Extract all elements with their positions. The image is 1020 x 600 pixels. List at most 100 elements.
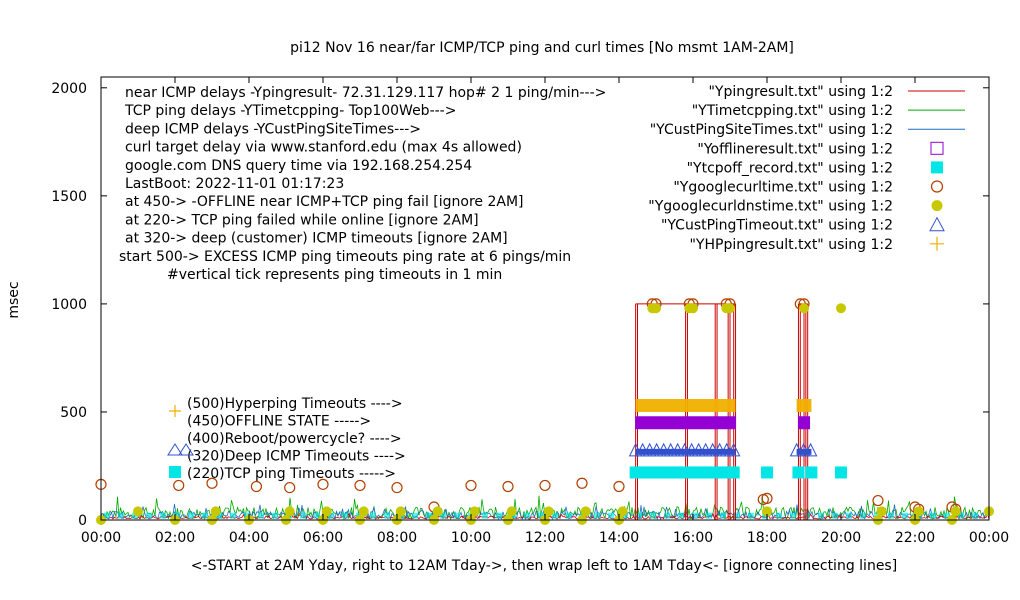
baseline-marker: [846, 512, 852, 519]
legend-label: "YHPpingresult.txt" using 1:2: [689, 237, 893, 253]
curl-time-point: [465, 479, 477, 492]
x-tick-label: 20:00: [821, 530, 861, 546]
curl-time-point: [391, 481, 403, 494]
baseline-marker: [608, 512, 614, 519]
info-line: at 450-> -OFFLINE near ICMP+TCP ping fai…: [125, 194, 524, 210]
dns-time-point: [469, 506, 480, 517]
info-line: curl target delay via www.stanford.edu (…: [125, 140, 522, 156]
baseline-marker: [790, 512, 796, 519]
chart-title: pi12 Nov 16 near/far ICMP/TCP ping and c…: [290, 40, 794, 56]
y-tick-label: 500: [60, 405, 87, 421]
x-tick-label: 12:00: [525, 530, 565, 546]
baseline-marker: [230, 512, 236, 519]
baseline-marker: [258, 512, 264, 519]
offline-band: [797, 416, 811, 430]
curl-time-point: [872, 494, 884, 507]
legend-filled-circle-icon: [931, 200, 943, 212]
curl-time-point: [354, 479, 366, 492]
info-line: google.com DNS query time via 192.168.25…: [125, 158, 472, 174]
baseline-marker: [272, 512, 278, 519]
baseline-marker: [888, 512, 894, 519]
dns-time-point: [321, 506, 332, 517]
dns-time-point: [580, 506, 591, 517]
series-layer: [95, 298, 994, 525]
curl-time-point: [250, 480, 262, 493]
dns-time-point: [432, 506, 443, 517]
y-tick-label: 2000: [51, 81, 87, 97]
legend-open-circle-icon: [930, 180, 944, 193]
info-line: TCP ping delays -YTimetcpping- Top100Web…: [124, 103, 456, 119]
curl-time-point: [613, 480, 625, 493]
tcp-timeout-band: [635, 466, 736, 479]
x-tick-label: 00:00: [81, 530, 121, 546]
info-line: at 320-> deep (customer) ICMP timeouts […: [125, 231, 508, 247]
deep-triangle-icon: [167, 443, 194, 456]
baseline-marker: [342, 512, 348, 519]
legend-label: "Ygooglecurldnstime.txt" using 1:2: [648, 199, 893, 215]
baseline-marker: [216, 512, 222, 519]
baseline-marker: [188, 512, 194, 519]
dns-time-point: [950, 506, 961, 517]
curl-time-point: [502, 480, 514, 493]
baseline-marker: [748, 512, 754, 519]
baseline-marker: [594, 512, 600, 519]
baseline-marker: [524, 512, 530, 519]
baseline-marker: [146, 512, 152, 519]
hyperping-plus-icon: [169, 405, 181, 417]
baseline-marker: [482, 512, 488, 519]
x-axis-label: <-START at 2AM Yday, right to 12AM Tday-…: [191, 558, 897, 574]
curl-time-point: [284, 481, 296, 494]
tcp-timeout-point: [835, 466, 847, 479]
level-label: (450)OFFLINE STATE ----->: [187, 414, 371, 430]
dns-time-point: [651, 303, 661, 314]
baseline-marker: [692, 512, 698, 519]
info-line: start 500-> EXCESS ICMP ping timeouts pi…: [119, 249, 571, 265]
level-label: (400)Reboot/powercycle? ---->: [187, 431, 402, 447]
dns-time-point: [210, 506, 221, 517]
x-tick-label: 18:00: [747, 530, 787, 546]
legend-plus-icon: [930, 236, 944, 251]
x-tick-label: 06:00: [303, 530, 343, 546]
y-tick-label: 1000: [51, 297, 87, 313]
baseline-marker: [902, 512, 908, 519]
curl-time-point: [173, 479, 185, 492]
info-line: at 220-> TCP ping failed while online [i…: [125, 212, 479, 228]
dns-time-point: [876, 506, 887, 517]
legend-filled-square-icon: [931, 161, 943, 174]
legend-triangle-icon: [929, 216, 945, 232]
dns-time-point: [836, 303, 846, 314]
dns-time-point: [799, 303, 809, 314]
legend-label: "YTimetcpping.txt" using 1:2: [692, 103, 893, 119]
hyperping-band: [635, 398, 736, 412]
dns-time-point: [543, 506, 554, 517]
dns-time-point: [506, 506, 517, 517]
x-tick-label: 10:00: [451, 530, 491, 546]
baseline-marker: [328, 512, 334, 519]
baseline-marker: [440, 512, 446, 519]
baseline-marker: [804, 512, 810, 519]
baseline-marker: [370, 512, 376, 519]
baseline-marker: [454, 512, 460, 519]
info-line: LastBoot: 2022-11-01 01:17:23: [125, 176, 344, 192]
offline-band: [635, 416, 737, 430]
y-tick-label: 0: [78, 513, 87, 529]
x-tick-label: 02:00: [155, 530, 195, 546]
legend-label: "Ygooglecurltime.txt" using 1:2: [673, 180, 893, 196]
baseline-marker: [314, 512, 320, 519]
x-tick-label: 04:00: [229, 530, 269, 546]
baseline-marker: [818, 512, 824, 519]
dns-time-point: [913, 506, 924, 517]
dns-time-point: [284, 506, 295, 517]
x-tick-label: 14:00: [599, 530, 639, 546]
legend: "Ypingresult.txt" using 1:2 "YTimetcpping…: [648, 84, 965, 253]
baseline-marker: [496, 512, 502, 519]
baseline-marker: [734, 512, 740, 519]
curl-time-point: [576, 477, 588, 489]
y-tick-label: 1500: [51, 189, 87, 205]
baseline-marker: [566, 512, 572, 519]
baseline-marker: [930, 512, 936, 519]
baseline-marker: [650, 512, 656, 519]
dns-time-point: [358, 506, 369, 517]
info-text-block: near ICMP delays -Ypingresult- 72.31.129…: [119, 85, 606, 283]
baseline-marker: [664, 512, 670, 519]
